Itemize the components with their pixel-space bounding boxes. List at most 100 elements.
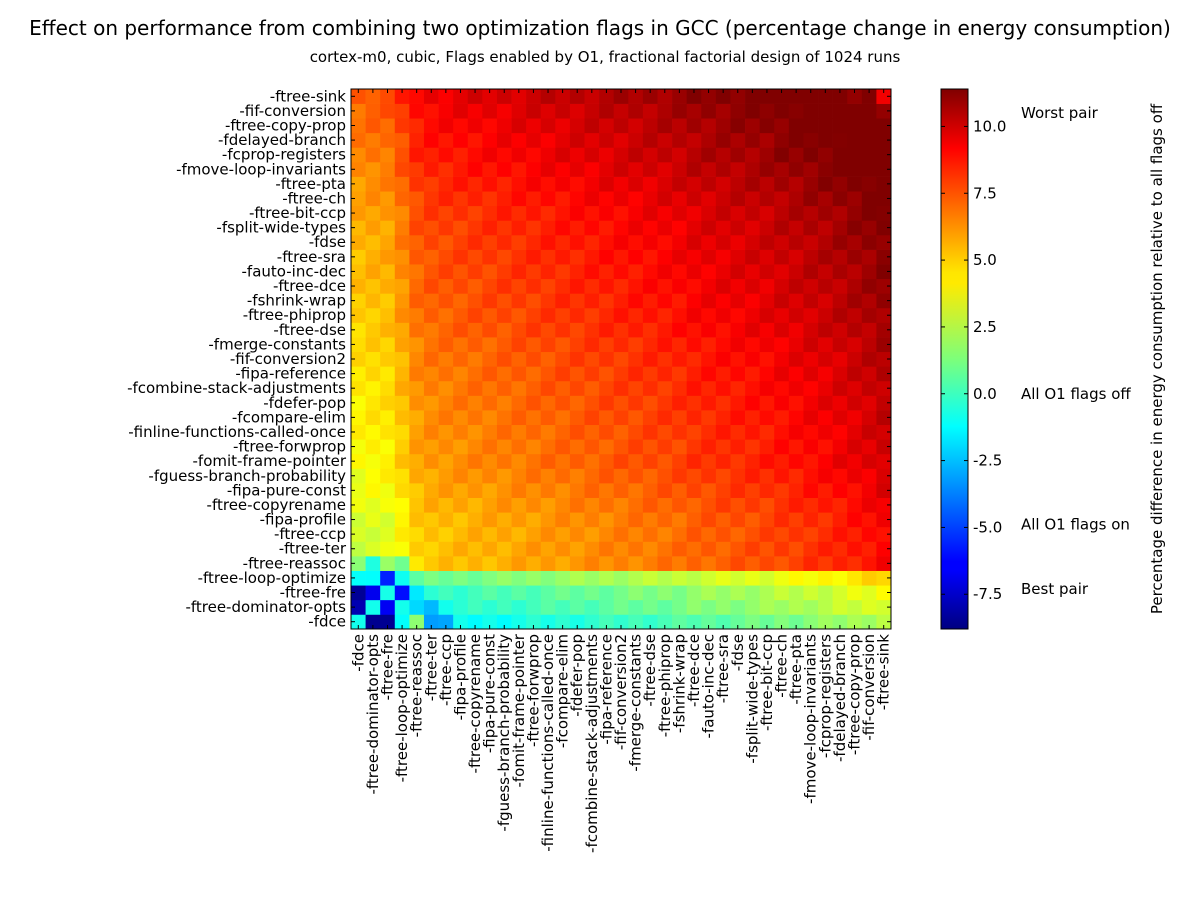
heatmap-cell (394, 541, 410, 557)
heatmap-cell (818, 526, 833, 542)
heatmap-cell (569, 395, 585, 411)
heatmap-cell (818, 556, 833, 571)
heatmap-cell (774, 293, 790, 309)
heatmap-cell (453, 132, 469, 148)
heatmap-cell (351, 526, 366, 542)
heatmap-cell (423, 234, 439, 250)
heatmap-cell (613, 599, 629, 615)
heatmap-cell (453, 176, 469, 192)
heatmap-cell (730, 526, 746, 542)
heatmap-cell (540, 614, 556, 630)
heatmap-cell (423, 395, 439, 411)
heatmap-cell (715, 293, 731, 309)
heatmap-cell (380, 234, 396, 250)
heatmap-cell (759, 191, 775, 207)
heatmap-cell (701, 205, 717, 221)
heatmap-cell (453, 351, 469, 367)
heatmap-cell (365, 541, 381, 557)
heatmap-cell (555, 453, 571, 469)
heatmap-cell (613, 147, 629, 163)
heatmap-cell (847, 512, 863, 528)
heatmap-cell (423, 176, 439, 192)
heatmap-cell (759, 380, 775, 396)
y-tick-label: -fipa-reference (235, 365, 346, 383)
heatmap-cell (365, 410, 381, 426)
heatmap-cell (438, 118, 454, 134)
heatmap-cell (847, 410, 863, 426)
heatmap-cell (380, 132, 396, 148)
heatmap-cell (876, 453, 892, 469)
heatmap-cell (496, 599, 512, 615)
heatmap-cell (526, 322, 542, 338)
heatmap-cell (526, 191, 542, 207)
heatmap-cell (715, 322, 731, 338)
heatmap-cell (745, 453, 760, 469)
heatmap-cell (482, 439, 498, 455)
heatmap-cell (511, 220, 527, 236)
heatmap-cell (365, 585, 381, 601)
heatmap-cell (788, 205, 804, 221)
heatmap-cell (788, 249, 804, 265)
heatmap-cell (832, 118, 848, 134)
heatmap-cell (511, 497, 527, 513)
heatmap-cell (847, 526, 863, 542)
heatmap-cell (745, 526, 760, 542)
heatmap-cell (351, 556, 366, 571)
heatmap-cell (540, 468, 556, 484)
heatmap-cell (759, 468, 775, 484)
heatmap-cell (876, 497, 892, 513)
heatmap-cell (438, 191, 454, 207)
heatmap-cell (672, 526, 688, 542)
heatmap-cell (496, 380, 512, 396)
heatmap-cell (745, 249, 760, 265)
heatmap-cell (730, 424, 746, 440)
heatmap-cell (599, 512, 615, 528)
heatmap-cell (701, 191, 717, 207)
heatmap-cell (423, 118, 439, 134)
heatmap-cell (584, 191, 600, 207)
heatmap-cell (394, 220, 410, 236)
heatmap-cell (569, 337, 585, 353)
heatmap-cell (657, 220, 673, 236)
heatmap-cell (526, 176, 542, 192)
heatmap-cell (409, 497, 425, 513)
heatmap-cell (613, 118, 629, 134)
heatmap-cell (745, 220, 760, 236)
heatmap-cell (540, 512, 556, 528)
heatmap-cell (482, 541, 498, 557)
heatmap-cell (584, 585, 600, 601)
x-tick-label: -fmerge-constants (627, 634, 645, 772)
heatmap-cell (569, 234, 585, 250)
heatmap-cell (715, 380, 731, 396)
heatmap-cell (686, 526, 702, 542)
heatmap-cell (599, 410, 615, 426)
heatmap-cell (453, 322, 469, 338)
heatmap-cell (467, 176, 483, 192)
heatmap-cell (715, 541, 731, 557)
heatmap-cell (540, 395, 556, 411)
heatmap-cell (540, 220, 556, 236)
heatmap-cell (861, 366, 877, 382)
heatmap-cell (818, 293, 833, 309)
heatmap-cell (467, 585, 483, 601)
heatmap-cell (686, 118, 702, 134)
heatmap-cell (511, 118, 527, 134)
heatmap-cell (701, 278, 717, 294)
heatmap-cell (774, 322, 790, 338)
heatmap-cell (555, 366, 571, 382)
heatmap-cell (701, 118, 717, 134)
heatmap-cell (788, 497, 804, 513)
heatmap-cell (715, 614, 731, 630)
y-tick-label: -fomit-frame-pointer (193, 452, 347, 470)
heatmap-cell (394, 176, 410, 192)
heatmap-cell (876, 483, 892, 498)
heatmap-cell (715, 424, 731, 440)
heatmap-cell (642, 556, 658, 571)
heatmap-cell (701, 249, 717, 265)
heatmap-cell (526, 278, 542, 294)
heatmap-cell (511, 468, 527, 484)
heatmap-cell (351, 351, 366, 367)
heatmap-cell (745, 614, 760, 630)
heatmap-cell (730, 264, 746, 280)
heatmap-cell (555, 585, 571, 601)
